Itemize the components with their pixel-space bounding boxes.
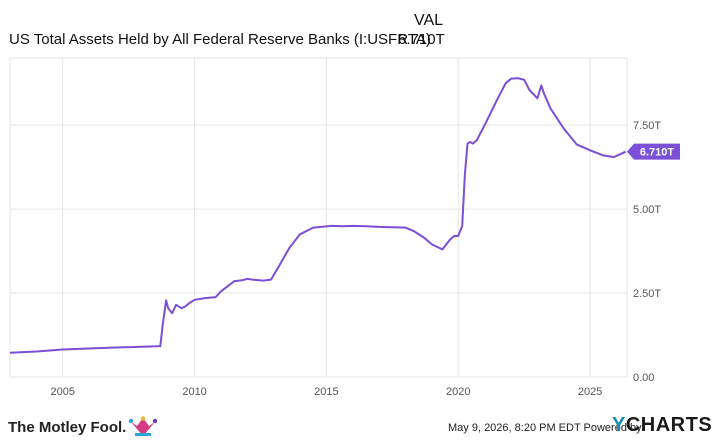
x-tick-label: 2015 [314,386,338,398]
jester-cap-icon [129,416,158,436]
x-tick-label: 2020 [446,386,470,398]
series-name[interactable]: US Total Assets Held by All Federal Rese… [9,31,431,48]
series-latest-value: 6.710T [398,31,445,48]
y-tick-label: 7.50T [633,120,661,132]
chart-header: VAL US Total Assets Held by All Federal … [0,0,720,52]
x-tick-label: 2010 [182,386,206,398]
last-value-badge [627,143,680,160]
value-column-header: VAL [414,12,444,29]
last-value-label: 6.710T [640,147,675,159]
brand-name: The Motley Fool. [8,418,127,436]
ycharts-logo-text: CHARTS [625,414,713,436]
motley-fool-logo[interactable]: The Motley Fool. [8,416,158,438]
y-tick-label: 2.50T [633,288,661,300]
plot-frame [9,57,628,378]
ycharts-logo-y: Y [612,414,626,436]
line-chart: 0.00 2.50T 5.00T 7.50T 2005 2010 2015 2020 2025 6… [9,57,680,398]
ycharts-logo[interactable]: YCHARTS [612,414,712,437]
series-line [9,77,627,354]
y-tick-label: 5.00T [633,204,661,216]
y-tick-label: 0.00 [633,372,654,384]
x-tick-label: 2005 [50,386,74,398]
x-tick-label: 2025 [578,386,602,398]
timestamp-powered-by: May 9, 2026, 8:20 PM EDT Powered by [448,422,642,434]
chart-footer: The Motley Fool. May 9, 2026, 8:20 PM ED… [0,408,720,441]
